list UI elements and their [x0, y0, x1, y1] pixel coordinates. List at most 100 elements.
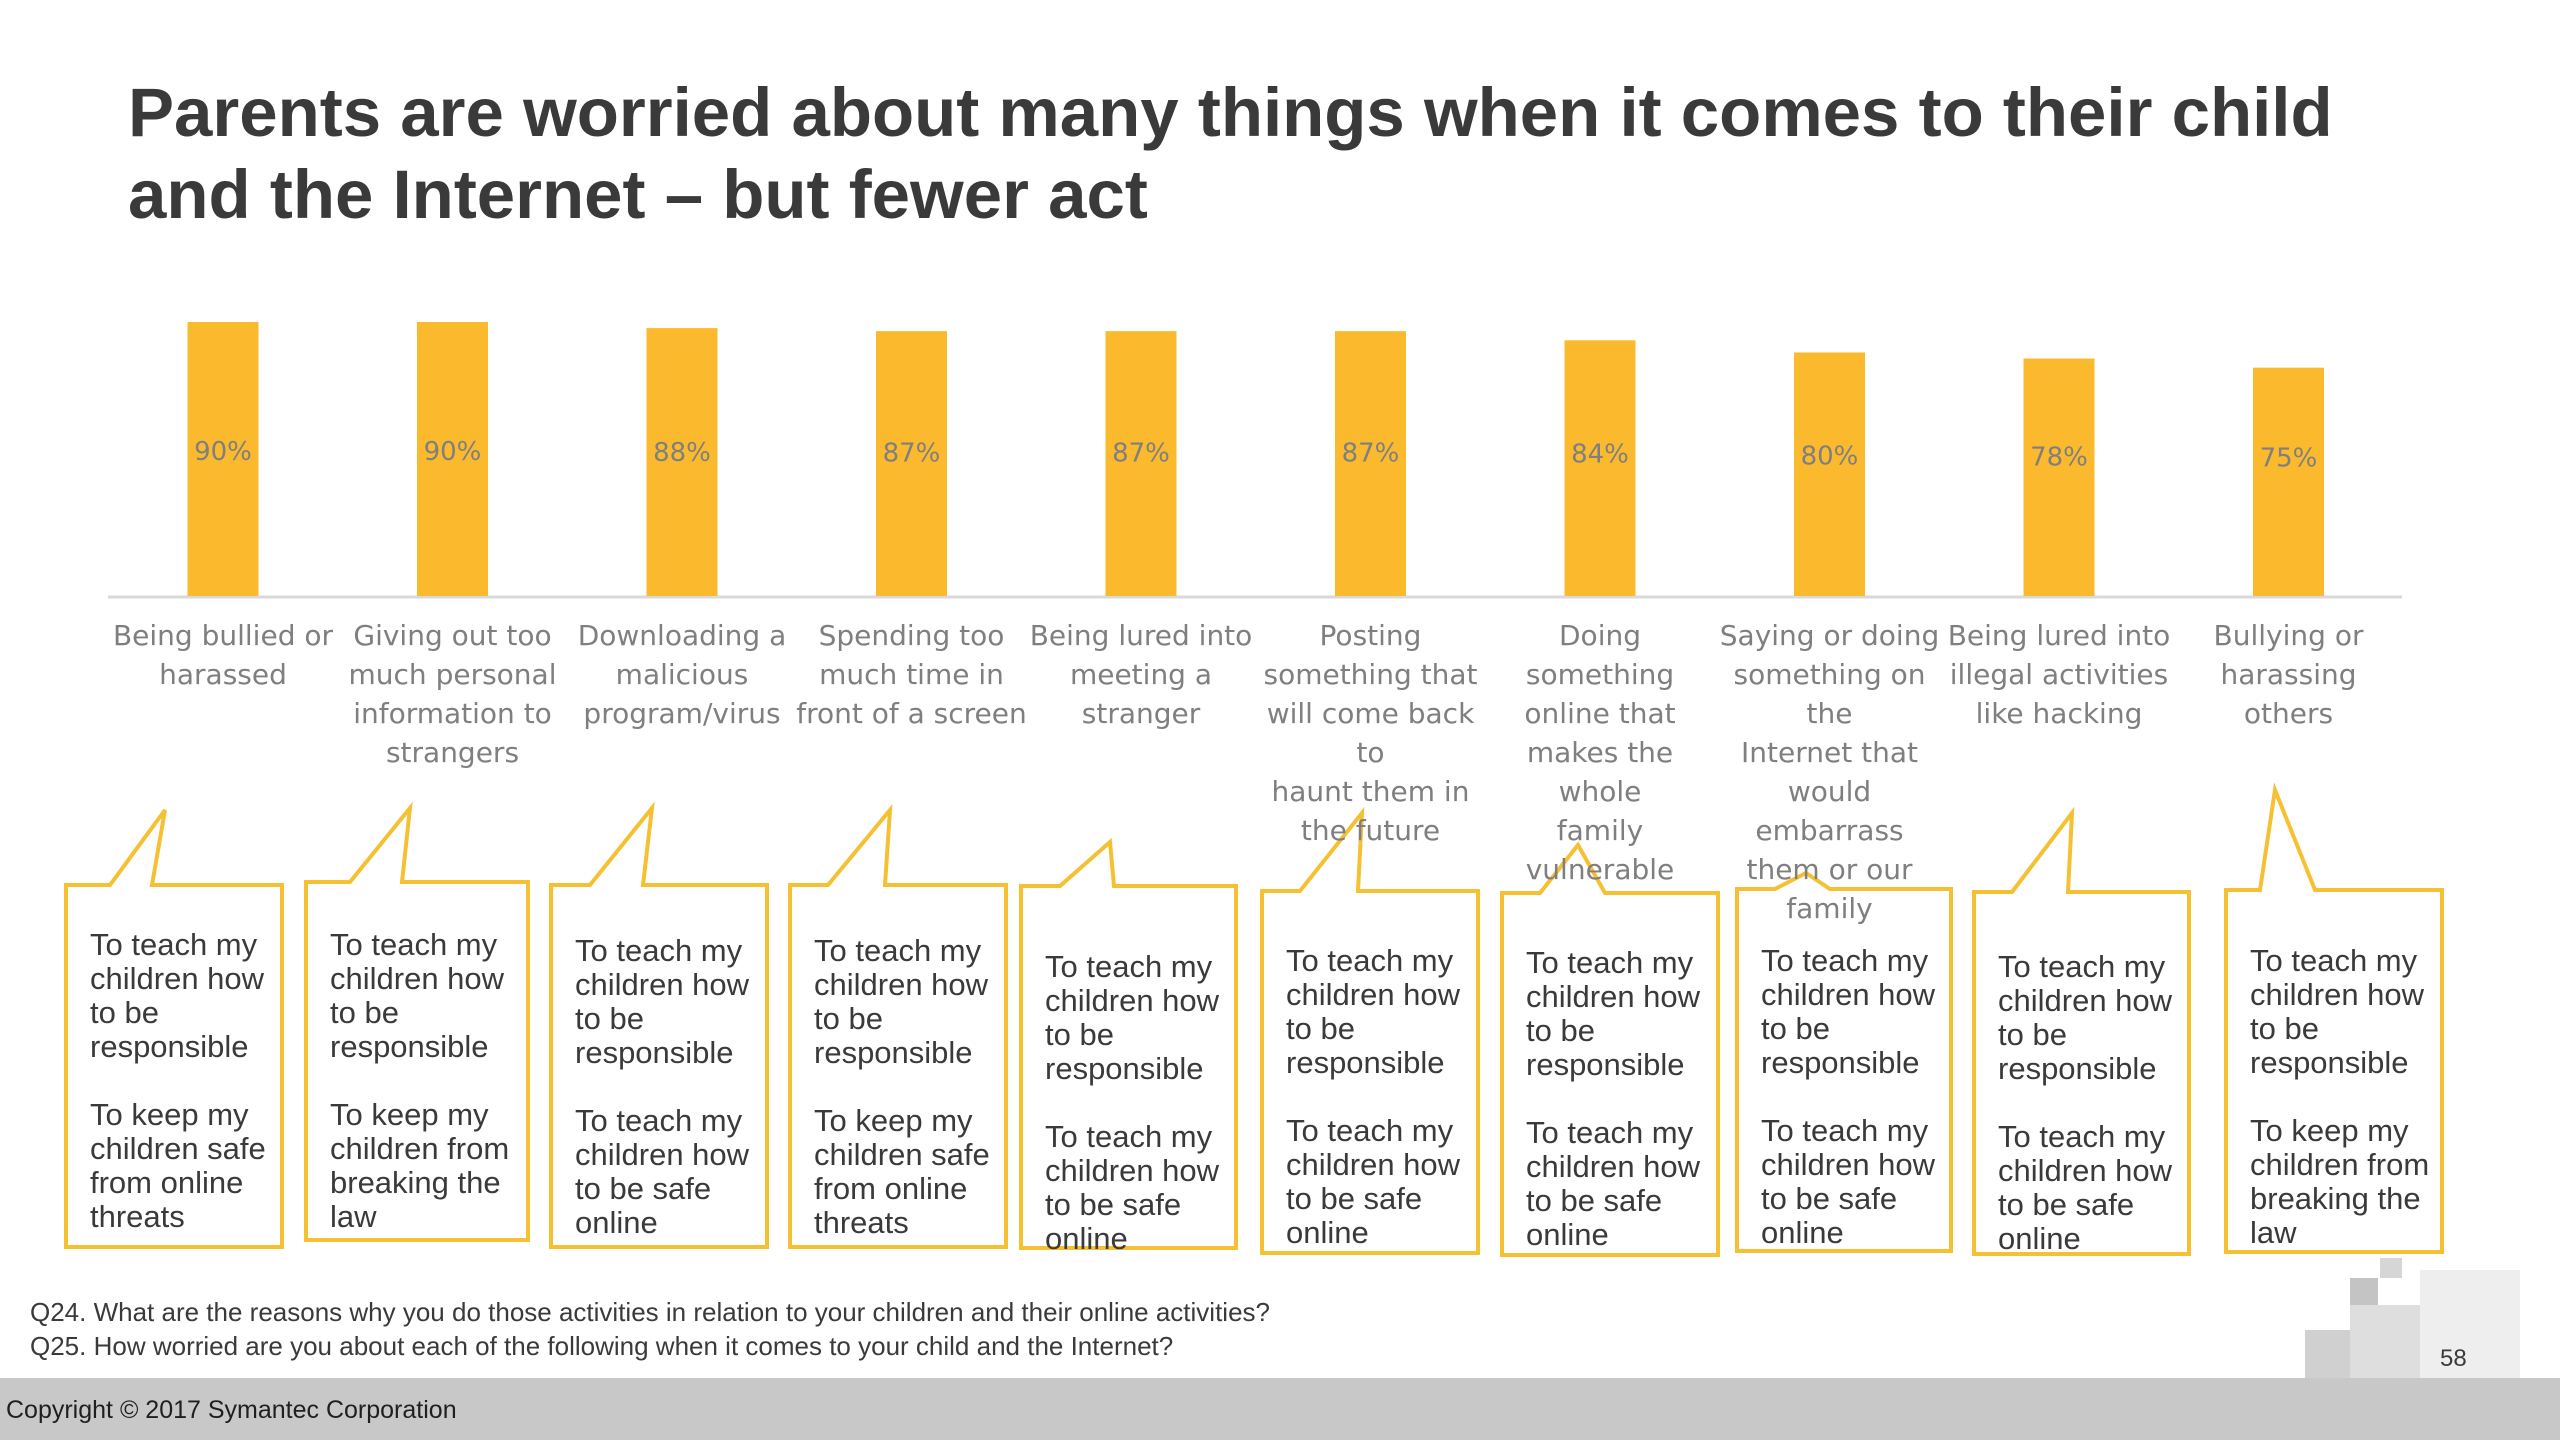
category-label-line: Saying or doing [1719, 619, 1940, 652]
footer-bar [0, 1378, 2560, 1440]
category-label-line: family [1786, 892, 1873, 925]
category-label: Posting something that will come back to ha… [1255, 616, 1487, 850]
category-label-line: Doing something [1525, 619, 1675, 691]
category-label-line: haunt them in [1271, 775, 1470, 808]
speech-bubble-text: To teach my children how to be responsib… [1526, 946, 1712, 1252]
speech-bubble-text: To teach my children how to be responsib… [2250, 944, 2436, 1250]
category-label: Giving out too much personal information t… [337, 616, 569, 772]
category-label-line: Spending too [818, 619, 1005, 652]
reason-primary: To teach my children how to be responsib… [1045, 949, 1220, 1086]
category-label-line: Giving out too [353, 619, 552, 652]
reason-secondary: To teach my children how to be safe onli… [1761, 1113, 1936, 1250]
category-label-line: Being lured into [1029, 619, 1253, 652]
speech-bubble-3 [549, 801, 769, 1249]
reason-secondary: To teach my children how to be safe onli… [575, 1103, 750, 1240]
reason-secondary: To teach my children how to be safe onli… [1286, 1113, 1461, 1250]
speech-bubble-5 [1019, 837, 1238, 1250]
speech-bubble-4 [788, 803, 1008, 1249]
speech-bubble-text: To teach my children how to be responsib… [90, 928, 276, 1234]
reason-secondary: To teach my children how to be safe onli… [1998, 1119, 2173, 1256]
category-label: Spending too much time in front of a scree… [796, 616, 1028, 733]
footnote-q25: Q25. How worried are you about each of t… [30, 1331, 1174, 1361]
bar-2 [417, 322, 488, 596]
category-label: Doing something online that makes the whol… [1484, 616, 1716, 889]
category-label-line: program/virus [583, 697, 781, 730]
speech-bubble-text: To teach my children how to be responsib… [330, 928, 522, 1234]
reason-secondary: To teach my children how to be safe onli… [1045, 1119, 1220, 1256]
category-label: Bullying or harassing others [2173, 616, 2405, 733]
reason-primary: To teach my children how to be responsib… [1761, 943, 1936, 1080]
bar-value-label: 88% [653, 438, 711, 468]
bar-7 [1564, 340, 1636, 596]
category-label-line: much personal [348, 658, 557, 691]
category-label-line: front of a screen [796, 697, 1027, 730]
category-label-line: harassed [159, 658, 287, 691]
reason-secondary: To keep my children from breaking the la… [330, 1097, 510, 1234]
category-label-line: Being bullied or [112, 619, 334, 652]
category-label-line: Being lured into [1947, 619, 2171, 652]
speech-bubble-2 [304, 801, 530, 1242]
category-label: Being bullied or harassed [107, 616, 339, 694]
reason-primary: To teach my children how to be responsib… [2250, 943, 2425, 1080]
category-label: Being lured into illegal activities like h… [1943, 616, 2175, 733]
bar-value-label: 78% [2030, 442, 2088, 472]
reason-secondary: To keep my children from breaking the la… [2250, 1113, 2430, 1250]
category-label-line: the future [1300, 814, 1441, 847]
copyright: Copyright © 2017 Symantec Corporation [6, 1396, 457, 1424]
category-label-line: harassing others [2220, 658, 2357, 730]
reason-primary: To teach my children how to be responsib… [814, 933, 989, 1070]
category-label-line: meeting a [1069, 658, 1213, 691]
bar-value-label: 75% [2260, 444, 2318, 474]
bar-value-label: 90% [424, 437, 482, 467]
speech-bubble-6 [1260, 806, 1480, 1255]
category-label-line: Downloading a [577, 619, 787, 652]
reason-primary: To teach my children how to be responsib… [1526, 945, 1701, 1082]
bar-1 [187, 322, 259, 596]
reason-primary: To teach my children how to be responsib… [330, 927, 505, 1064]
category-label-line: illegal activities [1949, 658, 2169, 691]
page-number: 58 [2440, 1345, 2467, 1372]
category-label-line: something on the [1733, 658, 1926, 730]
category-label-line: stranger [1081, 697, 1201, 730]
category-label: Saying or doing something on the Internet … [1714, 616, 1946, 928]
category-label-line: much time in [819, 658, 1004, 691]
slide-title: Parents are worried about many things wh… [128, 72, 2428, 236]
category-label-line: strangers [385, 736, 520, 769]
bar-value-label: 87% [883, 438, 941, 468]
category-label-line: Bullying or [2213, 619, 2364, 652]
category-label-line: something that [1263, 658, 1478, 691]
speech-bubble-text: To teach my children how to be responsib… [814, 934, 1000, 1240]
reason-secondary: To keep my children safe from online thr… [814, 1103, 990, 1240]
speech-bubble-text: To teach my children how to be responsib… [1045, 950, 1230, 1256]
bar-value-label: 90% [194, 437, 252, 467]
slide-title-line-2: and the Internet – but fewer act [128, 156, 1148, 233]
bar-value-label: 80% [1801, 441, 1859, 471]
speech-bubble-text: To teach my children how to be responsib… [1761, 944, 1945, 1250]
bar-8 [1794, 352, 1865, 596]
category-label-line: family vulnerable [1525, 814, 1675, 886]
speech-bubble-7 [1500, 841, 1720, 1257]
bar-4 [876, 331, 947, 596]
reason-primary: To teach my children how to be responsib… [90, 927, 265, 1064]
speech-bubble-10 [2224, 782, 2444, 1254]
bar-value-label: 84% [1571, 440, 1629, 470]
bar-10 [2253, 367, 2324, 596]
category-label-line: like hacking [1975, 697, 2143, 730]
category-label-line: would embarrass [1755, 775, 1904, 847]
bar-3 [646, 328, 718, 596]
reason-primary: To teach my children how to be responsib… [575, 933, 750, 1070]
category-label: Being lured into meeting a stranger [1025, 616, 1257, 733]
footnote: Q24. What are the reasons why you do tho… [30, 1295, 1350, 1363]
category-label-line: Internet that [1741, 736, 1918, 769]
speech-bubble-text: To teach my children how to be responsib… [575, 934, 761, 1240]
category-label-line: information to [353, 697, 552, 730]
reason-secondary: To keep my children safe from online thr… [90, 1097, 266, 1234]
slide-title-line-1: Parents are worried about many things wh… [128, 74, 2333, 151]
worry-bar-chart: 90% 90% 88% 87% 87% 87% 84% 80% 78% 75% [64, 322, 2444, 1257]
reason-primary: To teach my children how to be responsib… [1998, 949, 2173, 1086]
category-label-line: Posting [1319, 619, 1422, 652]
bar-value-label: 87% [1112, 438, 1170, 468]
speech-bubble-text: To teach my children how to be responsib… [1998, 950, 2183, 1256]
reason-primary: To teach my children how to be responsib… [1286, 943, 1461, 1080]
speech-bubble-1 [64, 808, 284, 1249]
